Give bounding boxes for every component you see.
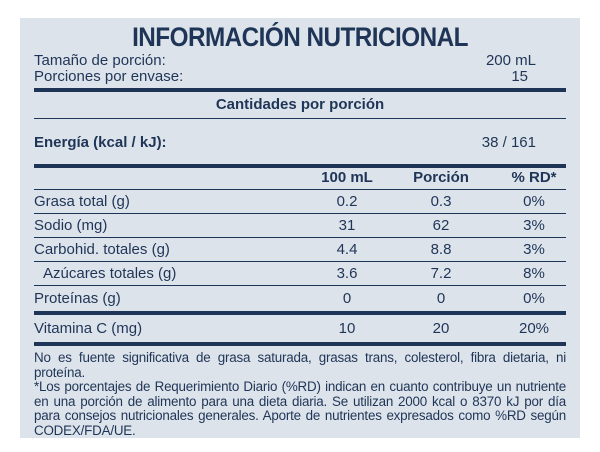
- serving-size-label: Tamaño de porción:: [34, 52, 166, 69]
- nutrient-name: Proteínas (g): [34, 290, 121, 307]
- nutrient-rd: 8%: [523, 265, 545, 282]
- servings-per-container-value: 15: [511, 68, 528, 85]
- energy-value: 38 / 161: [481, 134, 536, 151]
- nutrient-per-portion: 0: [436, 290, 446, 307]
- divider: [34, 237, 566, 238]
- amounts-per-serving-header: Cantidades por porción: [215, 96, 385, 113]
- column-header-rd: % RD*: [511, 169, 557, 186]
- divider: [34, 213, 566, 214]
- nutrient-rd: 3%: [523, 241, 545, 258]
- nutrient-per-100ml: 31: [338, 217, 356, 234]
- nutrient-per-100ml: 3.6: [336, 265, 358, 282]
- nutrient-per-portion: 62: [432, 217, 450, 234]
- column-header-per-100ml: 100 mL: [321, 169, 373, 186]
- nutrient-per-portion: 7.2: [430, 265, 452, 282]
- nutrient-per-100ml: 0.2: [336, 193, 358, 210]
- serving-size-value: 200 mL: [485, 52, 536, 69]
- divider: [34, 189, 566, 190]
- footnotes: No es fuente significativa de grasa satu…: [34, 350, 566, 439]
- nutrient-rd: 0%: [523, 193, 545, 210]
- nutrient-rd: 3%: [523, 217, 545, 234]
- footnote-not-significant: No es fuente significativa de grasa satu…: [34, 350, 566, 380]
- divider-thick: [34, 311, 566, 315]
- nutrient-rd: 0%: [523, 290, 545, 307]
- panel-title: INFORMACIÓN NUTRICIONAL: [132, 22, 468, 52]
- divider: [34, 285, 566, 286]
- vitamin-rd: 20%: [518, 320, 550, 337]
- divider-thick: [34, 342, 566, 346]
- servings-per-container-label: Porciones por envase:: [34, 68, 184, 85]
- divider-thick: [34, 164, 566, 168]
- vitamin-per-portion: 20: [432, 320, 450, 337]
- footnote-rd-explanation: *Los porcentajes de Requerimiento Diario…: [34, 379, 566, 438]
- column-header-portion: Porción: [413, 169, 469, 186]
- vitamin-per-100ml: 10: [338, 320, 356, 337]
- nutrient-name: Grasa total (g): [34, 193, 130, 210]
- energy-label: Energía (kcal / kJ):: [34, 134, 167, 151]
- nutrient-name: Carbohid. totales (g): [34, 241, 170, 258]
- nutrient-per-100ml: 0: [342, 290, 352, 307]
- nutrient-name: Sodio (mg): [34, 217, 108, 234]
- nutrient-per-portion: 8.8: [430, 241, 452, 258]
- divider-thick: [34, 88, 566, 92]
- vitamin-name: Vitamina C (mg): [34, 320, 143, 337]
- divider: [34, 118, 566, 119]
- divider: [34, 261, 566, 262]
- nutrition-facts-panel: INFORMACIÓN NUTRICIONAL Tamaño de porció…: [20, 18, 580, 438]
- nutrient-per-portion: 0.3: [430, 193, 452, 210]
- nutrient-name: Azúcares totales (g): [43, 265, 177, 282]
- nutrient-per-100ml: 4.4: [336, 241, 358, 258]
